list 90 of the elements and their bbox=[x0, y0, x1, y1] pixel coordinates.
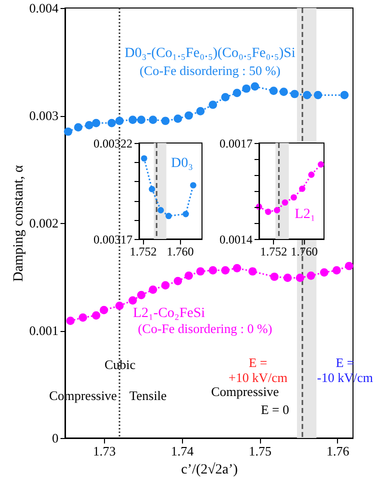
point bbox=[269, 86, 278, 95]
point bbox=[221, 266, 230, 274]
point bbox=[196, 107, 205, 116]
point bbox=[332, 266, 341, 274]
point bbox=[282, 199, 288, 206]
point bbox=[274, 207, 280, 214]
point bbox=[137, 290, 146, 300]
point bbox=[306, 272, 316, 280]
point bbox=[308, 172, 315, 178]
point bbox=[161, 281, 170, 290]
point bbox=[208, 100, 218, 109]
point bbox=[283, 274, 292, 282]
point bbox=[314, 90, 322, 100]
y-tick-label: 0.004 bbox=[29, 0, 59, 16]
point bbox=[232, 264, 242, 272]
series-label: L2₁ bbox=[294, 207, 316, 222]
point bbox=[165, 212, 172, 220]
point bbox=[148, 116, 158, 124]
x-tick-label: 1.73 bbox=[93, 444, 116, 458]
point bbox=[250, 82, 260, 91]
text: D0₃-(Co₁.₅Fe₀.₅)(Co₀.₅Fe₀.₅)Si bbox=[124, 46, 296, 61]
point bbox=[318, 161, 324, 168]
point bbox=[78, 313, 88, 322]
point bbox=[270, 272, 279, 281]
point bbox=[184, 111, 193, 120]
series-label: D0₃ bbox=[171, 156, 194, 171]
point bbox=[174, 276, 182, 286]
point bbox=[64, 127, 72, 136]
point bbox=[182, 210, 189, 218]
annotation: Tensile bbox=[129, 388, 167, 403]
point bbox=[340, 90, 349, 100]
point bbox=[158, 207, 164, 214]
point bbox=[174, 114, 182, 123]
y-tick-label: 0.0014 bbox=[220, 232, 252, 246]
x-tick-label: 1.752 bbox=[130, 244, 157, 258]
y-tick-label: 0.002 bbox=[29, 216, 58, 230]
y-tick-label: 0.00317 bbox=[94, 232, 132, 246]
point bbox=[208, 266, 218, 274]
y-tick-label: 0.001 bbox=[29, 323, 58, 338]
series-label: L2₁-Co₂FeSi bbox=[133, 306, 206, 321]
point bbox=[137, 116, 146, 124]
point bbox=[196, 267, 205, 276]
point bbox=[148, 285, 158, 294]
point bbox=[242, 84, 251, 93]
annotation: (Co-Fe disordering : 0 %) bbox=[138, 321, 272, 336]
x-tick-label: 1.76 bbox=[326, 444, 350, 458]
point bbox=[84, 121, 94, 130]
x-tick-label: 1.760 bbox=[290, 244, 318, 258]
x-tick-label: 1.75 bbox=[248, 444, 272, 458]
point bbox=[190, 182, 196, 188]
x-tick-label: 1.74 bbox=[170, 444, 194, 458]
point bbox=[248, 267, 257, 276]
point bbox=[128, 116, 137, 124]
point bbox=[280, 88, 288, 96]
y-tick-label: 0.00322 bbox=[94, 136, 132, 150]
point bbox=[92, 311, 100, 320]
x-tick-label: 1.752 bbox=[260, 244, 288, 258]
point bbox=[140, 155, 148, 162]
point bbox=[344, 262, 354, 270]
point bbox=[299, 186, 306, 192]
x-axis-title: c’/(2√2a’) bbox=[181, 462, 238, 478]
annotation: E = 0 bbox=[260, 402, 290, 417]
annotation: (Co-Fe disordering : 50 %) bbox=[140, 63, 280, 78]
point bbox=[115, 116, 124, 126]
y-tick-label: 0.003 bbox=[29, 108, 58, 123]
y-tick-label: 0 bbox=[52, 430, 58, 446]
point bbox=[115, 302, 124, 310]
point bbox=[74, 123, 82, 132]
point bbox=[66, 316, 75, 325]
y-axis-title: Damping constant, α bbox=[11, 164, 26, 282]
point bbox=[128, 296, 137, 305]
point bbox=[184, 272, 193, 280]
x-tick-label: 1.760 bbox=[166, 244, 194, 258]
point bbox=[161, 116, 170, 126]
point bbox=[221, 93, 230, 102]
annotation: E = +10 kV/cm bbox=[228, 355, 288, 385]
annotation: Cubic bbox=[104, 357, 136, 372]
point bbox=[108, 118, 116, 128]
y-tick-label: 0.0017 bbox=[220, 136, 252, 150]
point bbox=[148, 186, 156, 192]
point bbox=[302, 90, 312, 100]
annotation: Compressive bbox=[211, 384, 280, 399]
point bbox=[296, 274, 304, 282]
point bbox=[100, 306, 108, 314]
point bbox=[232, 88, 242, 98]
point bbox=[92, 118, 100, 128]
point bbox=[265, 208, 272, 215]
point bbox=[290, 194, 297, 201]
point bbox=[290, 90, 299, 98]
point bbox=[320, 268, 328, 277]
